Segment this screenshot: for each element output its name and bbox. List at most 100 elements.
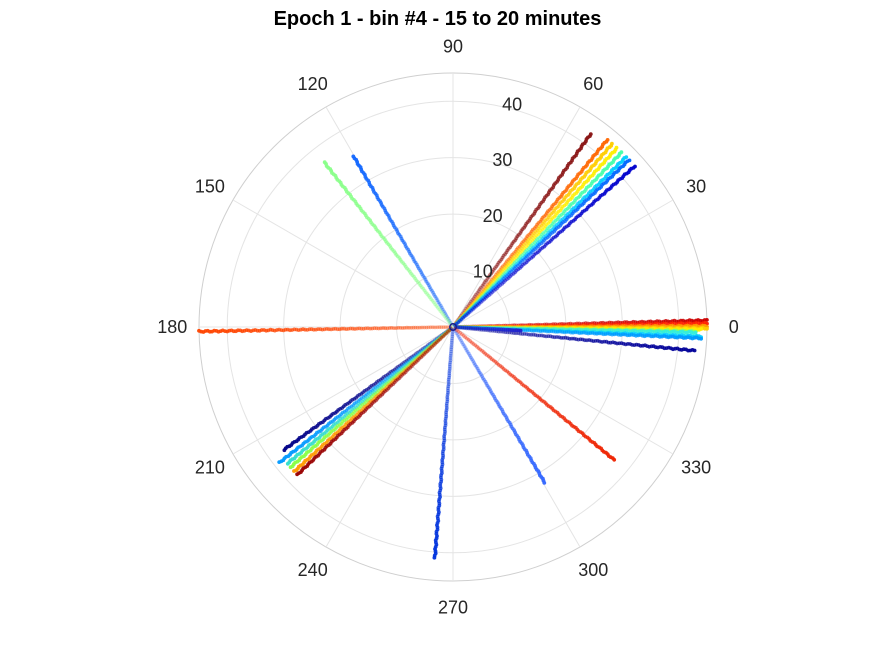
data-point <box>461 313 466 318</box>
data-point <box>465 308 470 313</box>
data-point <box>469 303 474 308</box>
data-point <box>505 324 510 329</box>
data-point <box>469 305 474 310</box>
data-point <box>456 325 460 330</box>
data-point <box>288 465 293 470</box>
data-point <box>458 316 463 321</box>
data-point <box>455 319 459 324</box>
r-tick-label-10: 10 <box>473 261 493 281</box>
data-point <box>486 288 490 293</box>
data-point <box>462 325 467 330</box>
data-point <box>489 283 494 287</box>
data-point <box>624 155 629 160</box>
data-point <box>458 316 463 321</box>
theta-tick-label-60: 60 <box>583 74 603 94</box>
data-point <box>503 323 508 328</box>
data-point <box>463 312 468 316</box>
data-point <box>455 319 460 324</box>
data-point <box>481 293 486 298</box>
data-series-group <box>197 132 709 560</box>
data-point <box>470 303 475 308</box>
data-point <box>464 325 469 329</box>
data-point <box>477 296 482 300</box>
data-series-30 <box>453 326 617 462</box>
data-point <box>459 316 463 321</box>
data-point <box>490 324 495 328</box>
data-point <box>322 160 327 165</box>
data-point <box>458 325 463 330</box>
data-point <box>458 325 463 329</box>
data-point <box>464 324 469 329</box>
data-point <box>351 154 356 159</box>
data-point <box>503 324 508 329</box>
data-point <box>455 319 460 324</box>
data-point <box>693 330 698 335</box>
data-point <box>476 297 481 302</box>
data-point <box>458 325 463 329</box>
data-point <box>488 284 492 289</box>
data-point <box>458 325 462 329</box>
data-point <box>455 319 460 324</box>
theta-tick-label-330: 330 <box>681 457 711 477</box>
data-point <box>480 295 484 299</box>
data-point <box>464 306 468 311</box>
data-point <box>295 472 299 477</box>
data-point <box>458 325 463 329</box>
data-point <box>432 555 437 560</box>
data-point <box>472 294 477 299</box>
data-point <box>458 325 463 329</box>
data-point <box>481 287 486 292</box>
data-point <box>460 325 465 329</box>
polar-grid <box>198 72 708 582</box>
data-point <box>462 311 467 316</box>
data-point <box>457 318 462 322</box>
data-point <box>508 324 512 329</box>
data-point <box>633 164 637 169</box>
data-point <box>456 317 461 322</box>
data-point <box>462 325 467 330</box>
r-tick-label-40: 40 <box>502 95 522 115</box>
data-point <box>505 325 510 329</box>
data-series-10 <box>453 325 523 333</box>
data-point <box>484 290 489 295</box>
data-point <box>465 305 470 309</box>
data-point <box>197 328 201 333</box>
data-series-20 <box>322 160 454 327</box>
data-point <box>474 292 478 297</box>
data-point <box>476 289 481 294</box>
data-point <box>483 289 488 294</box>
data-point <box>466 325 471 329</box>
data-point <box>480 284 485 288</box>
theta-tick-label-150: 150 <box>195 177 225 197</box>
data-point <box>460 325 465 330</box>
data-point <box>499 324 504 329</box>
data-point <box>488 282 493 287</box>
theta-tick-label-210: 210 <box>195 457 225 477</box>
data-point <box>476 294 481 299</box>
data-point <box>466 306 471 311</box>
data-point <box>462 325 467 330</box>
data-point <box>508 323 512 328</box>
data-point <box>467 325 471 329</box>
data-point <box>474 296 479 300</box>
data-point <box>469 299 473 304</box>
data-point <box>470 298 475 302</box>
theta-tick-label-120: 120 <box>298 74 328 94</box>
data-point <box>282 448 287 453</box>
data-point <box>474 301 478 306</box>
data-point <box>466 324 471 329</box>
data-point <box>486 286 491 291</box>
data-point <box>485 287 489 292</box>
data-point <box>468 304 472 309</box>
data-point <box>460 325 465 330</box>
theta-tick-label-180: 180 <box>157 317 187 337</box>
data-point <box>457 318 461 322</box>
data-point <box>460 325 465 330</box>
angular-grid-line <box>325 326 454 548</box>
data-point <box>508 325 512 329</box>
data-point <box>467 306 471 311</box>
data-point <box>456 325 460 329</box>
data-point <box>468 307 472 312</box>
data-point <box>472 300 477 304</box>
data-point <box>483 286 487 291</box>
